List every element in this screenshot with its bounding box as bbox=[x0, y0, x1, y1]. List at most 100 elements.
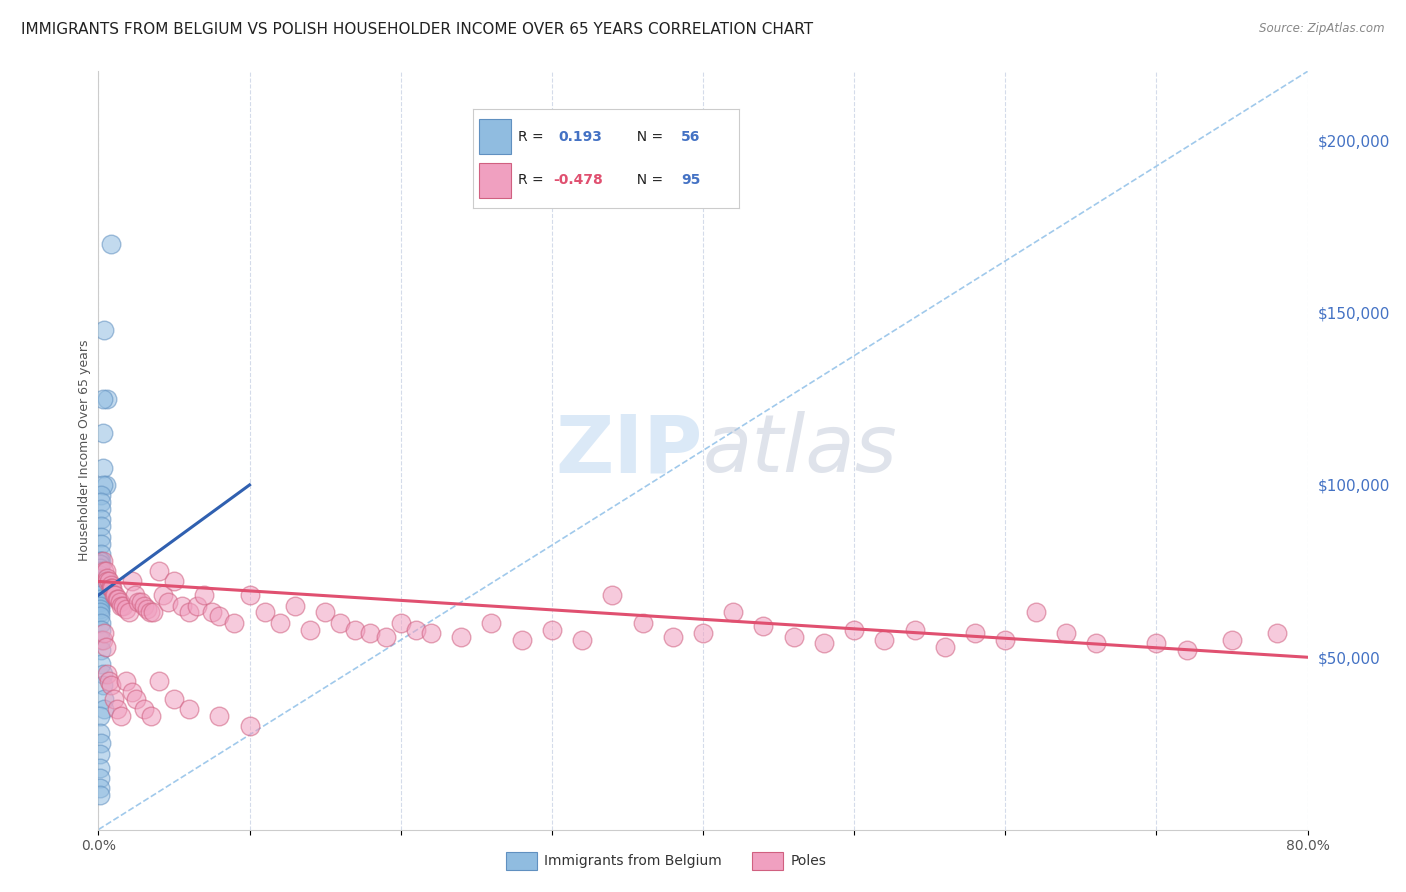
Point bbox=[813, 636, 835, 650]
Point bbox=[299, 623, 322, 637]
Point bbox=[156, 595, 179, 609]
Point bbox=[90, 615, 112, 630]
Point bbox=[89, 584, 111, 599]
Point bbox=[118, 606, 141, 620]
Point bbox=[405, 623, 427, 637]
Text: Poles: Poles bbox=[790, 854, 827, 868]
Text: Immigrants from Belgium: Immigrants from Belgium bbox=[544, 854, 721, 868]
Point bbox=[114, 674, 136, 689]
Point bbox=[314, 606, 336, 620]
Point bbox=[89, 602, 111, 616]
Point bbox=[752, 619, 775, 633]
Point bbox=[93, 691, 115, 706]
Point bbox=[723, 606, 745, 620]
Point bbox=[89, 588, 111, 602]
Point bbox=[103, 691, 125, 706]
Text: Source: ZipAtlas.com: Source: ZipAtlas.com bbox=[1260, 22, 1385, 36]
Point bbox=[89, 560, 111, 574]
Point bbox=[1024, 606, 1046, 620]
Point bbox=[124, 588, 146, 602]
Point bbox=[89, 554, 111, 568]
Point bbox=[90, 547, 112, 561]
Point bbox=[107, 591, 129, 606]
Point bbox=[89, 557, 111, 572]
Point bbox=[98, 574, 121, 589]
Point bbox=[179, 606, 201, 620]
Point bbox=[89, 771, 111, 785]
Point bbox=[89, 595, 111, 609]
Point bbox=[125, 691, 148, 706]
Point bbox=[89, 574, 111, 589]
Point bbox=[105, 702, 128, 716]
Point bbox=[96, 667, 118, 681]
Point bbox=[94, 640, 117, 654]
Point bbox=[1054, 626, 1077, 640]
Point bbox=[139, 606, 162, 620]
Point bbox=[90, 657, 112, 672]
Point bbox=[1085, 636, 1108, 650]
Point bbox=[1175, 643, 1198, 657]
Point bbox=[90, 512, 112, 526]
Point bbox=[239, 588, 262, 602]
Point bbox=[89, 574, 111, 589]
Point bbox=[420, 626, 443, 640]
Y-axis label: Householder Income Over 65 years: Householder Income Over 65 years bbox=[79, 340, 91, 561]
Point bbox=[103, 588, 125, 602]
Point bbox=[90, 736, 112, 750]
Point bbox=[208, 708, 231, 723]
Point bbox=[93, 626, 115, 640]
Point bbox=[360, 626, 382, 640]
Point bbox=[344, 623, 367, 637]
Point bbox=[89, 567, 111, 582]
Point bbox=[284, 599, 307, 613]
Point bbox=[450, 630, 472, 644]
Point bbox=[631, 615, 654, 630]
Point bbox=[94, 564, 117, 578]
Point bbox=[201, 606, 224, 620]
Point bbox=[90, 536, 112, 550]
Point bbox=[224, 615, 246, 630]
Point bbox=[1267, 626, 1289, 640]
Point bbox=[89, 578, 111, 592]
Point bbox=[89, 781, 111, 796]
Point bbox=[329, 615, 352, 630]
Point bbox=[108, 595, 131, 609]
Point bbox=[91, 633, 114, 648]
Point bbox=[90, 519, 112, 533]
Point bbox=[101, 582, 124, 596]
Point bbox=[873, 633, 896, 648]
Text: atlas: atlas bbox=[703, 411, 898, 490]
Point bbox=[1220, 633, 1243, 648]
Point bbox=[208, 608, 231, 623]
Point bbox=[129, 595, 152, 609]
Point bbox=[89, 760, 111, 774]
Point bbox=[121, 574, 143, 589]
Point bbox=[904, 623, 927, 637]
Point bbox=[135, 602, 157, 616]
Point bbox=[389, 615, 412, 630]
Point bbox=[90, 502, 112, 516]
Point bbox=[152, 588, 174, 602]
Point bbox=[1144, 636, 1167, 650]
Point bbox=[127, 595, 149, 609]
Point bbox=[89, 708, 111, 723]
Point bbox=[170, 599, 193, 613]
Point bbox=[571, 633, 593, 648]
Text: ZIP: ZIP bbox=[555, 411, 703, 490]
Point bbox=[510, 633, 533, 648]
Point bbox=[141, 708, 163, 723]
Point bbox=[93, 702, 115, 716]
Point bbox=[111, 599, 134, 613]
Point bbox=[89, 557, 111, 572]
Point bbox=[89, 582, 111, 596]
Point bbox=[100, 678, 122, 692]
Point bbox=[148, 674, 170, 689]
Point bbox=[100, 236, 122, 251]
Point bbox=[132, 599, 155, 613]
Point bbox=[89, 571, 111, 585]
Point bbox=[90, 643, 112, 657]
Point bbox=[89, 582, 111, 596]
Text: IMMIGRANTS FROM BELGIUM VS POLISH HOUSEHOLDER INCOME OVER 65 YEARS CORRELATION C: IMMIGRANTS FROM BELGIUM VS POLISH HOUSEH… bbox=[21, 22, 813, 37]
Point bbox=[163, 574, 186, 589]
Point bbox=[934, 640, 956, 654]
